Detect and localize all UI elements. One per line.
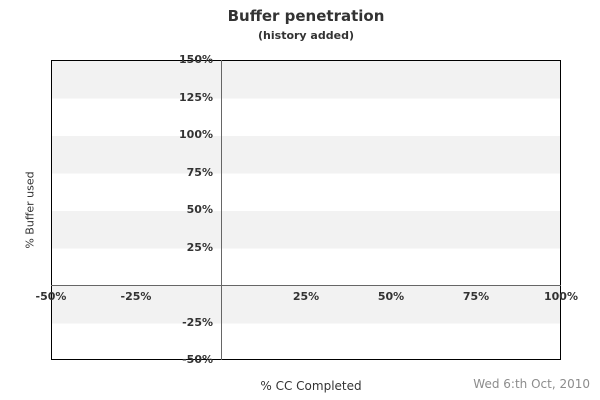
footer-date: Wed 6:th Oct, 2010 <box>473 377 590 391</box>
y-tick-label: 50% <box>186 203 213 216</box>
y-tick-label: -50% <box>182 353 213 366</box>
y-tick-label: -25% <box>182 316 213 329</box>
x-axis-line <box>51 285 561 286</box>
x-tick-label: -50% <box>35 290 67 303</box>
x-tick-label: -25% <box>120 290 152 303</box>
x-tick-label: 50% <box>377 290 405 303</box>
y-tick-label: 100% <box>179 128 213 141</box>
x-tick-label: 25% <box>292 290 320 303</box>
y-tick-label: 25% <box>186 241 213 254</box>
chart-title: Buffer penetration <box>227 7 385 25</box>
x-axis-label: % CC Completed <box>260 379 362 393</box>
y-tick-label: 75% <box>186 166 213 179</box>
y-tick-label: 150% <box>179 53 213 66</box>
plot-area <box>51 60 561 360</box>
x-tick-label: 75% <box>462 290 490 303</box>
y-axis-line <box>221 60 222 360</box>
chart-subtitle: (history added) <box>258 29 354 42</box>
y-axis-label: % Buffer used <box>23 171 37 249</box>
y-tick-label: 125% <box>179 91 213 104</box>
x-tick-label: 100% <box>544 290 578 303</box>
